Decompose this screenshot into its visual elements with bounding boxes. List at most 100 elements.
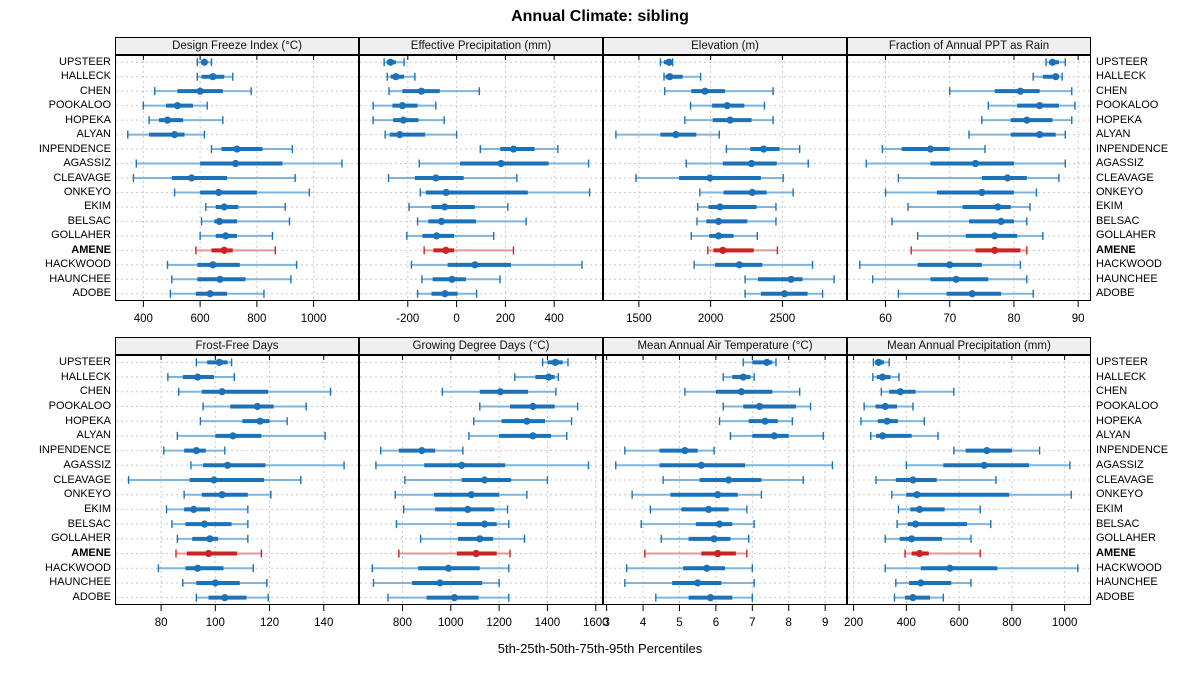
station-label-right-hackwood: HACKWOOD bbox=[1096, 258, 1162, 271]
station-label-right-adobe: ADOBE bbox=[1096, 591, 1135, 604]
percentile-row-ekim bbox=[907, 202, 1031, 211]
percentile-row-amene bbox=[398, 549, 511, 558]
percentile-row-chen bbox=[178, 387, 332, 396]
percentile-row-haunchee bbox=[171, 275, 292, 284]
station-label-right-hackwood: HACKWOOD bbox=[1096, 561, 1162, 574]
percentile-row-cleavage bbox=[387, 174, 518, 182]
percentile-row-halleck bbox=[722, 373, 755, 382]
station-label-right-gollaher: GOLLAHER bbox=[1096, 229, 1156, 242]
station-label-left-gollaher: GOLLAHER bbox=[51, 229, 111, 242]
station-label-right-belsac: BELSAC bbox=[1096, 214, 1140, 227]
percentile-row-hopeka bbox=[199, 417, 288, 426]
percentile-row-ekim bbox=[649, 505, 748, 514]
percentile-row-onkeyo bbox=[419, 188, 591, 197]
station-label-right-chen: CHEN bbox=[1096, 385, 1128, 398]
percentile-row-cleavage bbox=[635, 174, 784, 182]
percentile-row-inpendence bbox=[881, 145, 986, 154]
percentile-row-inpendence bbox=[163, 446, 226, 455]
percentile-row-alyan bbox=[968, 130, 1067, 139]
panel-strip-mean-annual-air-temperature-c: Mean Annual Air Temperature (°C) bbox=[603, 337, 847, 355]
percentile-row-onkeyo bbox=[891, 490, 1072, 499]
percentiles-caption: 5th-25th-50th-75th-95th Percentiles bbox=[497, 641, 703, 656]
station-label-left-haunchee: HAUNCHEE bbox=[49, 576, 111, 589]
percentile-row-inpendence bbox=[624, 446, 715, 455]
percentile-row-gollaher bbox=[884, 534, 972, 543]
axis-tick-label: -200 bbox=[396, 313, 419, 325]
station-label-right-belsac: BELSAC bbox=[1096, 517, 1140, 530]
axis-tick-label: 200 bbox=[496, 313, 515, 325]
station-label-right-pookaloo: POOKALOO bbox=[1096, 99, 1159, 112]
percentile-row-pookaloo bbox=[372, 101, 437, 110]
station-label-right-cleavage: CLEAVAGE bbox=[1096, 171, 1154, 184]
chart-title: Annual Climate: sibling bbox=[511, 8, 689, 25]
percentile-row-chen bbox=[154, 87, 252, 96]
station-label-left-hopeka: HOPEKA bbox=[65, 414, 111, 427]
station-label-left-hackwood: HACKWOOD bbox=[45, 561, 111, 574]
panel-strip-growing-degree-days-c: Growing Degree Days (°C) bbox=[359, 337, 603, 355]
percentile-row-hackwood bbox=[859, 260, 1022, 269]
station-label-left-cleavage: CLEAVAGE bbox=[53, 473, 111, 486]
percentile-row-alyan bbox=[468, 431, 568, 440]
percentile-row-alyan bbox=[176, 431, 326, 440]
panel-strip-effective-precipitation-mm: Effective Precipitation (mm) bbox=[359, 37, 603, 55]
station-label-right-ekim: EKIM bbox=[1096, 200, 1123, 213]
percentile-row-belsac bbox=[896, 520, 992, 529]
station-label-right-upsteer: UPSTEER bbox=[1096, 55, 1148, 68]
percentile-row-ekim bbox=[408, 202, 509, 211]
panel-plot-elevation-m: 1500 2000 2500 bbox=[603, 55, 847, 325]
station-label-left-inpendence: INPENDENCE bbox=[38, 142, 111, 155]
axis-tick-label: 400 bbox=[545, 313, 564, 325]
percentile-row-gollaher bbox=[419, 534, 526, 543]
station-label-left-halleck: HALLECK bbox=[60, 370, 111, 383]
station-label-left-gollaher: GOLLAHER bbox=[51, 532, 111, 545]
station-label-left-chen: CHEN bbox=[79, 385, 111, 398]
panel-plot-mean-annual-precipitation-mm: 200 400 600 800 1000 bbox=[844, 355, 1091, 629]
percentile-row-alyan bbox=[127, 130, 206, 139]
percentile-row-gollaher bbox=[916, 231, 1044, 240]
percentile-row-cleavage bbox=[662, 476, 804, 484]
percentile-row-chen bbox=[684, 387, 801, 396]
percentile-row-adobe bbox=[893, 593, 944, 602]
percentile-row-hackwood bbox=[410, 260, 583, 269]
percentile-row-cleavage bbox=[404, 476, 549, 484]
axis-tick-label: 800 bbox=[1002, 617, 1021, 629]
percentile-row-hackwood bbox=[371, 564, 510, 573]
station-label-right-inpendence: INPENDENCE bbox=[1096, 444, 1169, 457]
percentile-row-agassiz bbox=[615, 461, 834, 470]
percentile-row-inpendence bbox=[380, 446, 464, 455]
axis-tick-label: 800 bbox=[247, 313, 266, 325]
axis-tick-label: 4 bbox=[640, 617, 647, 629]
station-label-left-upsteer: UPSTEER bbox=[59, 55, 111, 68]
station-label-left-adobe: ADOBE bbox=[72, 591, 111, 604]
percentile-row-hackwood bbox=[693, 260, 814, 269]
percentile-row-pookaloo bbox=[202, 402, 307, 411]
station-label-left-onkeyo: ONKEYO bbox=[63, 185, 111, 198]
panel-strip-mean-annual-precipitation-mm: Mean Annual Precipitation (mm) bbox=[847, 337, 1091, 355]
station-label-left-inpendence: INPENDENCE bbox=[38, 444, 111, 457]
station-label-left-pookaloo: POOKALOO bbox=[48, 99, 111, 112]
percentile-row-haunchee bbox=[744, 275, 835, 284]
percentile-row-adobe bbox=[387, 593, 510, 602]
percentile-row-amene bbox=[707, 246, 779, 255]
axis-tick-label: 1000 bbox=[1052, 617, 1078, 629]
percentile-row-hackwood bbox=[166, 260, 298, 269]
percentile-row-upsteer bbox=[195, 358, 233, 367]
percentile-row-amene bbox=[175, 549, 263, 558]
station-label-left-hopeka: HOPEKA bbox=[65, 113, 111, 126]
panel-strip-elevation-m: Elevation (m) bbox=[603, 37, 847, 55]
percentile-row-halleck bbox=[514, 373, 560, 382]
percentile-row-haunchee bbox=[871, 275, 1028, 284]
percentile-row-onkeyo bbox=[173, 188, 311, 197]
percentile-row-cleavage bbox=[127, 476, 302, 484]
station-label-left-chen: CHEN bbox=[79, 84, 111, 97]
station-label-right-hopeka: HOPEKA bbox=[1096, 113, 1142, 126]
percentile-row-upsteer bbox=[659, 58, 674, 67]
panel-plot-effective-precipitation-mm: -200 0 200 400 bbox=[359, 55, 603, 325]
percentile-row-agassiz bbox=[418, 159, 590, 168]
percentile-row-cleavage bbox=[875, 476, 997, 484]
percentile-row-haunchee bbox=[895, 578, 972, 587]
percentile-row-halleck bbox=[167, 373, 235, 382]
percentile-row-adobe bbox=[416, 289, 478, 298]
axis-tick-label: 600 bbox=[950, 617, 969, 629]
percentile-row-adobe bbox=[744, 289, 824, 298]
